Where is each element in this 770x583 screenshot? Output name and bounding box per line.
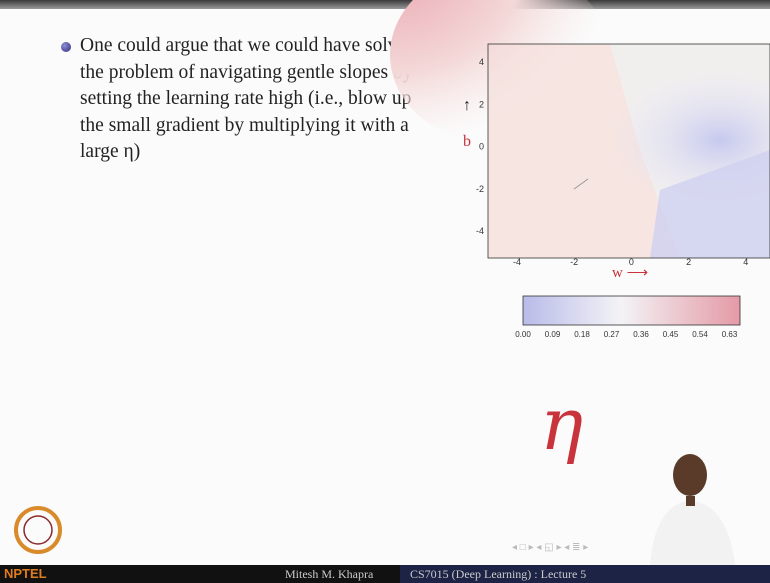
presenter-neck [686,496,695,506]
y-tick-label: -2 [476,184,484,194]
slide: {"slide": { "bullet": "One could argue t… [0,0,770,583]
x-tick-label: 4 [743,257,748,267]
logo-ring [16,508,60,552]
x-tick-label: -4 [513,257,521,267]
y-tick-label: 2 [479,99,484,109]
colorbar-tick-label: 0.36 [633,330,649,339]
presenter-body [650,500,735,565]
x-tick-label: -2 [570,257,578,267]
logo-inner [24,516,52,544]
colorbar-tick-label: 0.00 [515,330,531,339]
nav-symbols[interactable]: ◂ □ ▸ ◂ ◱ ▸ ◂ ≣ ▸ [512,542,588,553]
colorbar-tick-label: 0.45 [663,330,679,339]
y-tick-label: -4 [476,226,484,236]
colorbar-tick-label: 0.09 [545,330,561,339]
footer-author: Mitesh M. Khapra [285,565,373,583]
presenter-head [673,454,707,496]
contour-plot: -4-2024420-2-40.000.090.180.270.360.450.… [0,0,770,583]
y-arrow: ↑ [463,97,471,114]
colorbar [523,296,740,325]
handwriting: η [540,382,583,466]
x-tick-label: 2 [686,257,691,267]
y-tick-label: 4 [479,57,484,67]
footer-logo: NPTEL [4,565,47,583]
footer-course: CS7015 (Deep Learning) : Lecture 5 [410,565,586,583]
colorbar-tick-label: 0.27 [604,330,620,339]
colorbar-tick-label: 0.63 [722,330,738,339]
y-tick-label: 0 [479,142,484,152]
colorbar-tick-label: 0.54 [692,330,708,339]
x-label: w ⟶ [612,265,648,281]
colorbar-tick-label: 0.18 [574,330,590,339]
y-label: b [463,133,471,150]
